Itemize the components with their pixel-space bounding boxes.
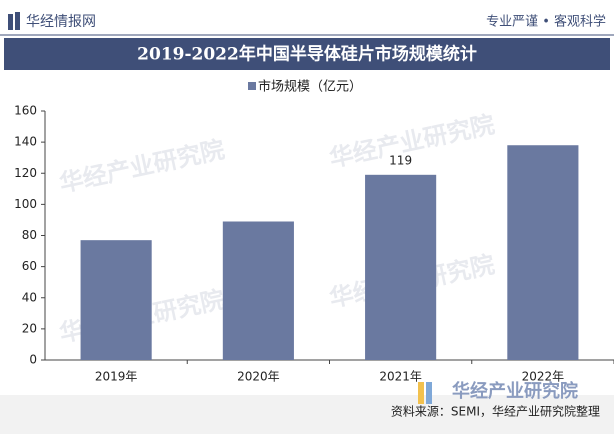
legend-label: 市场规模（亿元）: [258, 79, 362, 95]
y-tick-label: 100: [14, 197, 37, 211]
source: 资料来源：SEMI，华经产业研究院整理: [391, 404, 600, 419]
bar: [80, 240, 152, 360]
y-tick-label: 40: [22, 290, 37, 304]
y-tick-label: 160: [14, 104, 37, 118]
slogan: 专业严谨 • 客观科学: [486, 14, 606, 30]
y-tick-label: 20: [22, 321, 37, 335]
logo-bar: [15, 12, 20, 30]
x-tick-label: 2021年: [379, 370, 422, 384]
y-tick-label: 120: [14, 166, 37, 180]
footer-logo-text: 华经产业研究院: [452, 380, 578, 402]
logo-bar: [8, 14, 13, 30]
x-tick-label: 2020年: [237, 370, 280, 384]
y-tick-label: 80: [22, 228, 37, 242]
bar: [365, 174, 437, 360]
title-bar: [4, 38, 610, 70]
data-label: 119: [389, 153, 412, 167]
footer: [0, 395, 614, 434]
y-tick-label: 0: [29, 353, 37, 367]
y-tick-label: 140: [14, 135, 37, 149]
x-tick-label: 2019年: [95, 370, 138, 384]
logo-mark: [426, 382, 432, 404]
legend-swatch: [248, 82, 256, 90]
brand: 华经情报网: [26, 14, 96, 30]
chart-title: 2019-2022年中国半导体硅片市场规模统计: [137, 44, 477, 65]
bar: [507, 145, 579, 360]
y-tick-label: 60: [22, 259, 37, 273]
logo-mark: [418, 382, 424, 404]
x-tick-label: 2022年: [522, 370, 565, 384]
bar: [222, 221, 294, 360]
